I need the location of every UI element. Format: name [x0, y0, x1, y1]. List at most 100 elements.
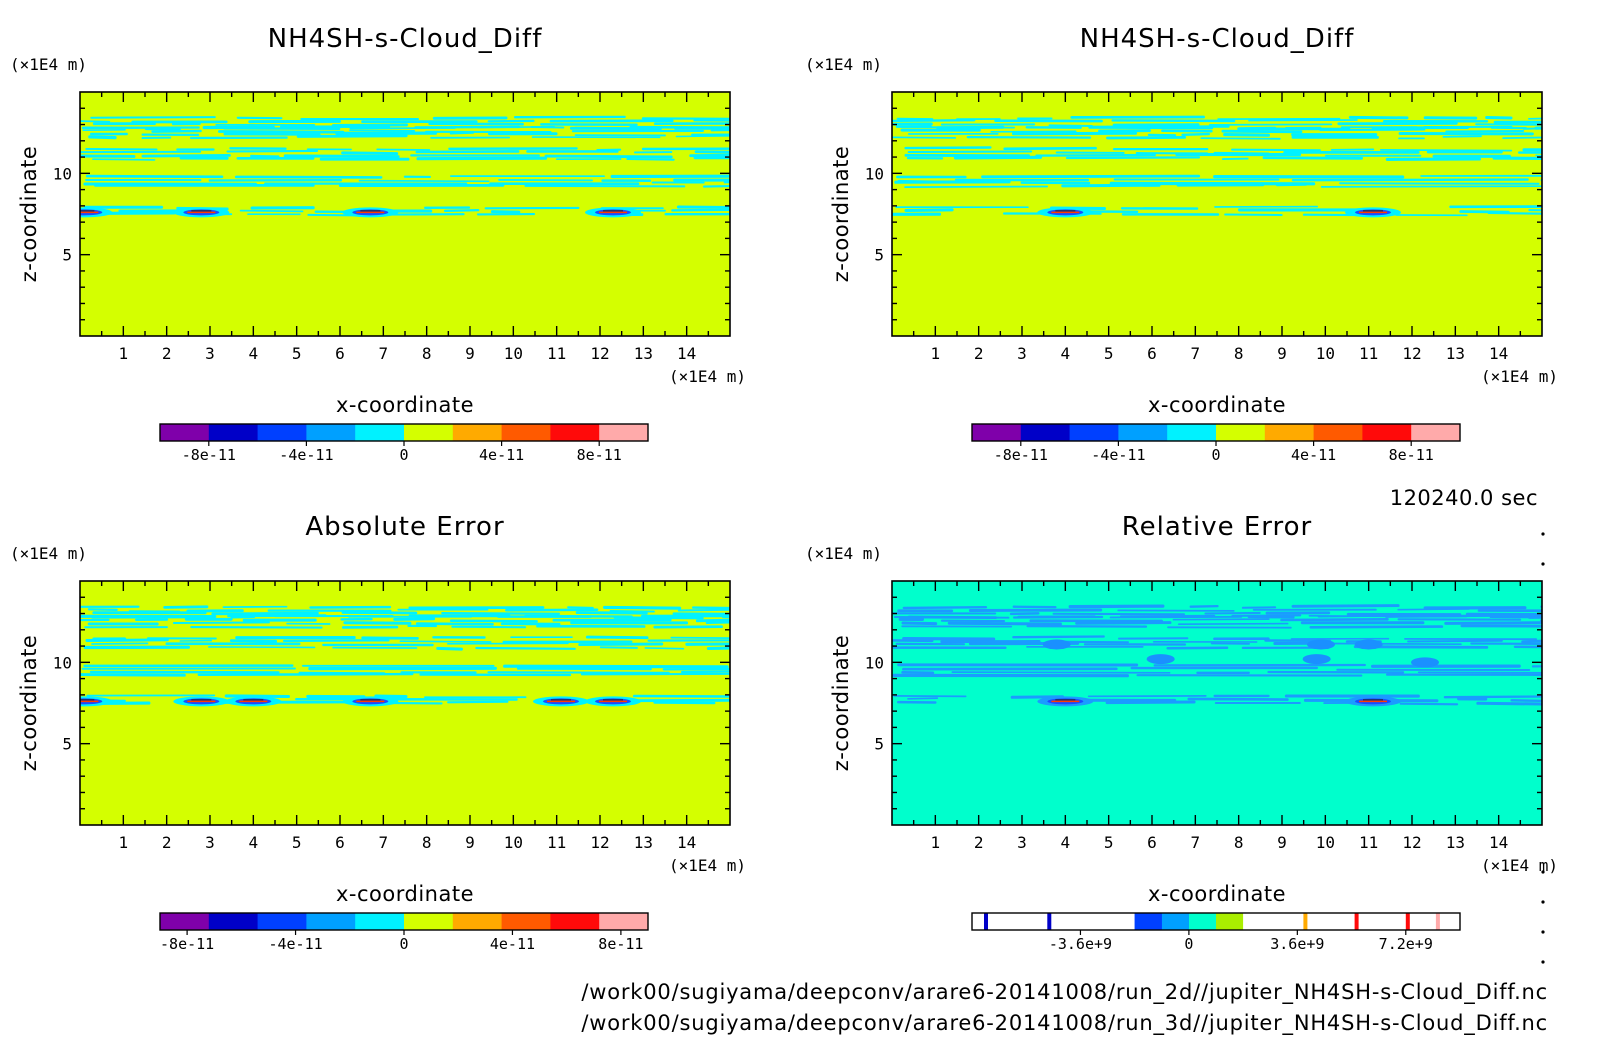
- contour-band: [224, 694, 290, 699]
- contour-band: [446, 642, 569, 645]
- colorbar-swatch: [1411, 424, 1461, 441]
- x-tick-label: 3: [205, 833, 215, 852]
- y-unit-label: (×1E4 m): [805, 55, 882, 74]
- contour-band: [1012, 615, 1104, 619]
- colorbar-swatch: [1362, 424, 1412, 441]
- contour-band: [1510, 699, 1542, 703]
- colorbar-swatch: [452, 913, 503, 930]
- contour-band: [599, 646, 639, 649]
- contour-blob: [1411, 657, 1439, 668]
- contour-band: [490, 210, 521, 214]
- contour-band: [190, 626, 323, 629]
- contour-band: [1397, 608, 1470, 611]
- x-tick-label: 2: [162, 344, 172, 363]
- contour-band: [1111, 119, 1236, 123]
- colorbar-tick-label: -4e-11: [268, 935, 322, 953]
- colorbar-tick-label: -4e-11: [279, 446, 333, 464]
- x-tick-label: 8: [1234, 344, 1244, 363]
- y-axis-label: z-coordinate: [829, 146, 853, 283]
- colorbar-tick-label: -3.6e+9: [1049, 935, 1112, 953]
- contour-band: [901, 670, 935, 675]
- contour-band: [892, 136, 957, 139]
- x-tick-label: 14: [1489, 344, 1508, 363]
- contour-band: [141, 153, 231, 158]
- contour-band: [416, 156, 548, 161]
- colorbar-swatch: [501, 424, 551, 441]
- colorbar-stripe: [1405, 913, 1410, 930]
- x-tick-label: 10: [504, 833, 523, 852]
- panel-top-right: NH4SH-s-Cloud_Diff (×1E4 m) (×1E4 m) x-c…: [805, 24, 1558, 464]
- panel-bottom-left: Absolute Error (×1E4 m) (×1E4 m) x-coord…: [10, 512, 746, 953]
- colorbar-swatch: [1264, 424, 1315, 441]
- x-tick-label: 9: [1277, 344, 1287, 363]
- contour-band: [1521, 639, 1542, 644]
- colorbar-stripe: [1303, 913, 1308, 930]
- contour-band: [1221, 157, 1249, 161]
- contour-band: [670, 636, 730, 639]
- contour-band: [632, 694, 730, 698]
- x-axis-label: x-coordinate: [1148, 882, 1286, 906]
- colorbar-stripe: [1047, 913, 1052, 930]
- contour-band: [902, 637, 996, 641]
- y-tick-label: 10: [865, 653, 884, 672]
- contour-band: [361, 636, 419, 640]
- contour-band: [1444, 621, 1542, 625]
- contour-band: [358, 179, 490, 183]
- contour-band: [892, 119, 976, 123]
- colorbar-swatch: [1167, 424, 1217, 441]
- contour-band: [1052, 612, 1186, 616]
- colorbar-tick-label: -4e-11: [1091, 446, 1145, 464]
- x-tick-label: 6: [1147, 833, 1157, 852]
- contour-band: [1181, 132, 1210, 137]
- contour-band: [1237, 126, 1277, 131]
- contour-band: [1417, 671, 1542, 674]
- colorbar: -8e-11 -4e-11 0 4e-11 8e-11: [159, 423, 649, 464]
- contour-band: [1189, 604, 1219, 608]
- contour-band: [1208, 123, 1333, 126]
- x-tick-label: 4: [249, 344, 259, 363]
- contour-blob: [1042, 639, 1071, 650]
- contour-band: [902, 606, 988, 610]
- contour-band: [1443, 695, 1542, 699]
- contour-band: [91, 642, 149, 645]
- colorbar-tick-label: 0: [1184, 935, 1193, 953]
- x-tick-label: 2: [974, 833, 984, 852]
- colorbar-swatch: [972, 424, 1022, 441]
- colorbar-swatch: [599, 913, 649, 930]
- contour-band: [626, 157, 675, 161]
- contour-band: [1309, 625, 1444, 629]
- plot-area: [80, 581, 730, 825]
- footer-path-run-3d: /work00/sugiyama/deepconv/arare6-2014100…: [581, 1011, 1548, 1036]
- contour-band: [578, 642, 664, 647]
- contour-band: [549, 119, 674, 123]
- contour-band: [376, 148, 431, 151]
- contour-band: [892, 639, 934, 643]
- chart-title: Relative Error: [1122, 512, 1313, 542]
- x-tick-label: 3: [205, 344, 215, 363]
- contour-band: [475, 646, 576, 650]
- colorbar-stripe: [984, 913, 988, 930]
- colorbar-swatch: [355, 424, 405, 441]
- colorbar-tick-label: 0: [399, 935, 408, 953]
- contour-band: [947, 621, 1062, 626]
- contour-band: [1459, 210, 1510, 214]
- contour-band: [343, 621, 412, 625]
- contour-band: [1098, 129, 1151, 133]
- x-tick-label: 1: [119, 833, 129, 852]
- x-tick-label: 1: [931, 344, 941, 363]
- plot-area: [80, 92, 730, 336]
- colorbar-swatch: [501, 913, 551, 930]
- contour-band: [222, 127, 341, 131]
- colorbar-tick-label: -8e-11: [994, 446, 1048, 464]
- contour-band: [239, 209, 304, 213]
- contour-band: [85, 174, 224, 179]
- contour-band: [1317, 615, 1374, 618]
- contour-band: [172, 621, 270, 624]
- chart-title: NH4SH-s-Cloud_Diff: [1080, 24, 1355, 54]
- y-tick-label: 5: [874, 246, 884, 265]
- colorbar-swatch: [160, 913, 210, 930]
- x-tick-label: 4: [1061, 833, 1071, 852]
- trailing-dots: [1541, 532, 1545, 964]
- contour-band: [695, 618, 730, 623]
- footer-path-run-2d: /work00/sugiyama/deepconv/arare6-2014100…: [581, 980, 1548, 1005]
